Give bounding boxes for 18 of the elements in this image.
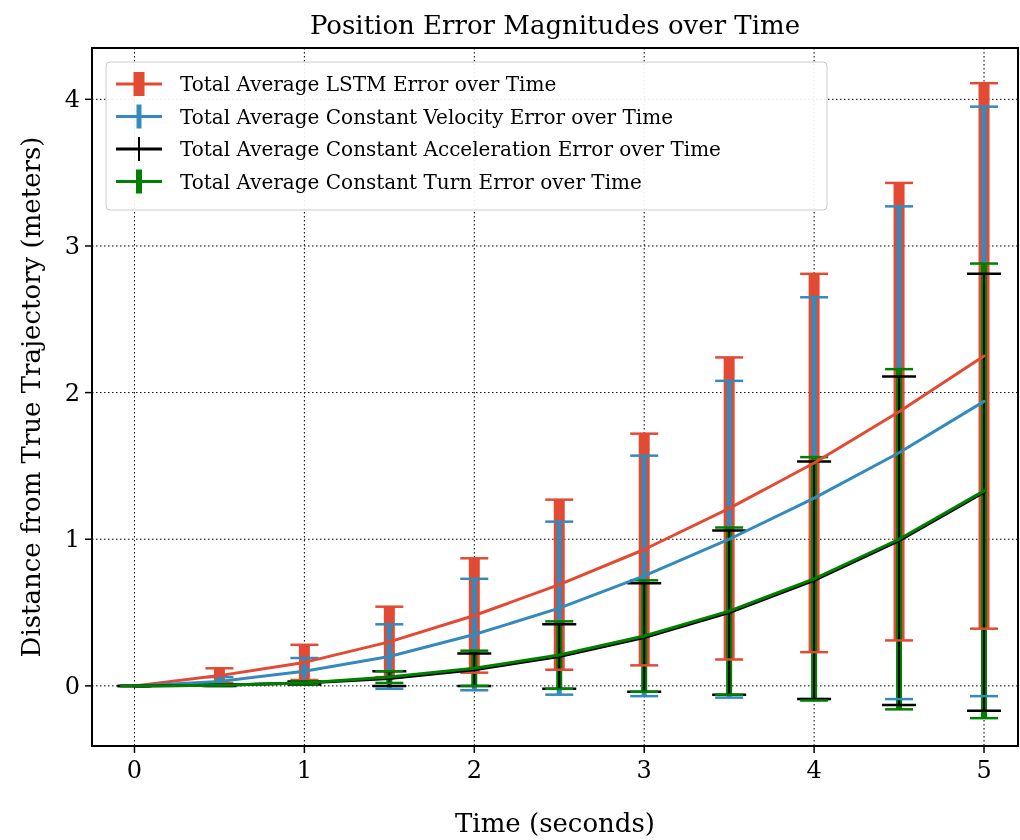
x-axis-title: Time (seconds)	[455, 808, 655, 838]
x-tick-label: 5	[976, 756, 992, 784]
y-tick-label: 4	[64, 85, 80, 114]
y-tick-label: 3	[64, 231, 80, 260]
legend-label: Total Average LSTM Error over Time	[180, 72, 557, 96]
x-tick-label: 3	[636, 756, 652, 784]
legend-label: Total Average Constant Velocity Error over Time	[180, 104, 673, 129]
legend-label: Total Average Constant Turn Error over Time	[180, 169, 642, 194]
legend-label: Total Average Constant Acceleration Error over Time	[180, 137, 721, 161]
chart-title: Position Error Magnitudes over Time	[309, 10, 801, 40]
y-tick-label: 0	[64, 671, 80, 700]
y-tick-label: 1	[64, 525, 80, 554]
x-tick-label: 4	[806, 756, 822, 784]
x-tick-label: 1	[296, 756, 313, 784]
y-axis-title: Distance from True Trajectory (meters)	[16, 136, 46, 658]
y-tick-label: 2	[64, 378, 80, 407]
x-tick-label: 0	[126, 756, 143, 784]
x-tick-label: 2	[466, 756, 482, 784]
